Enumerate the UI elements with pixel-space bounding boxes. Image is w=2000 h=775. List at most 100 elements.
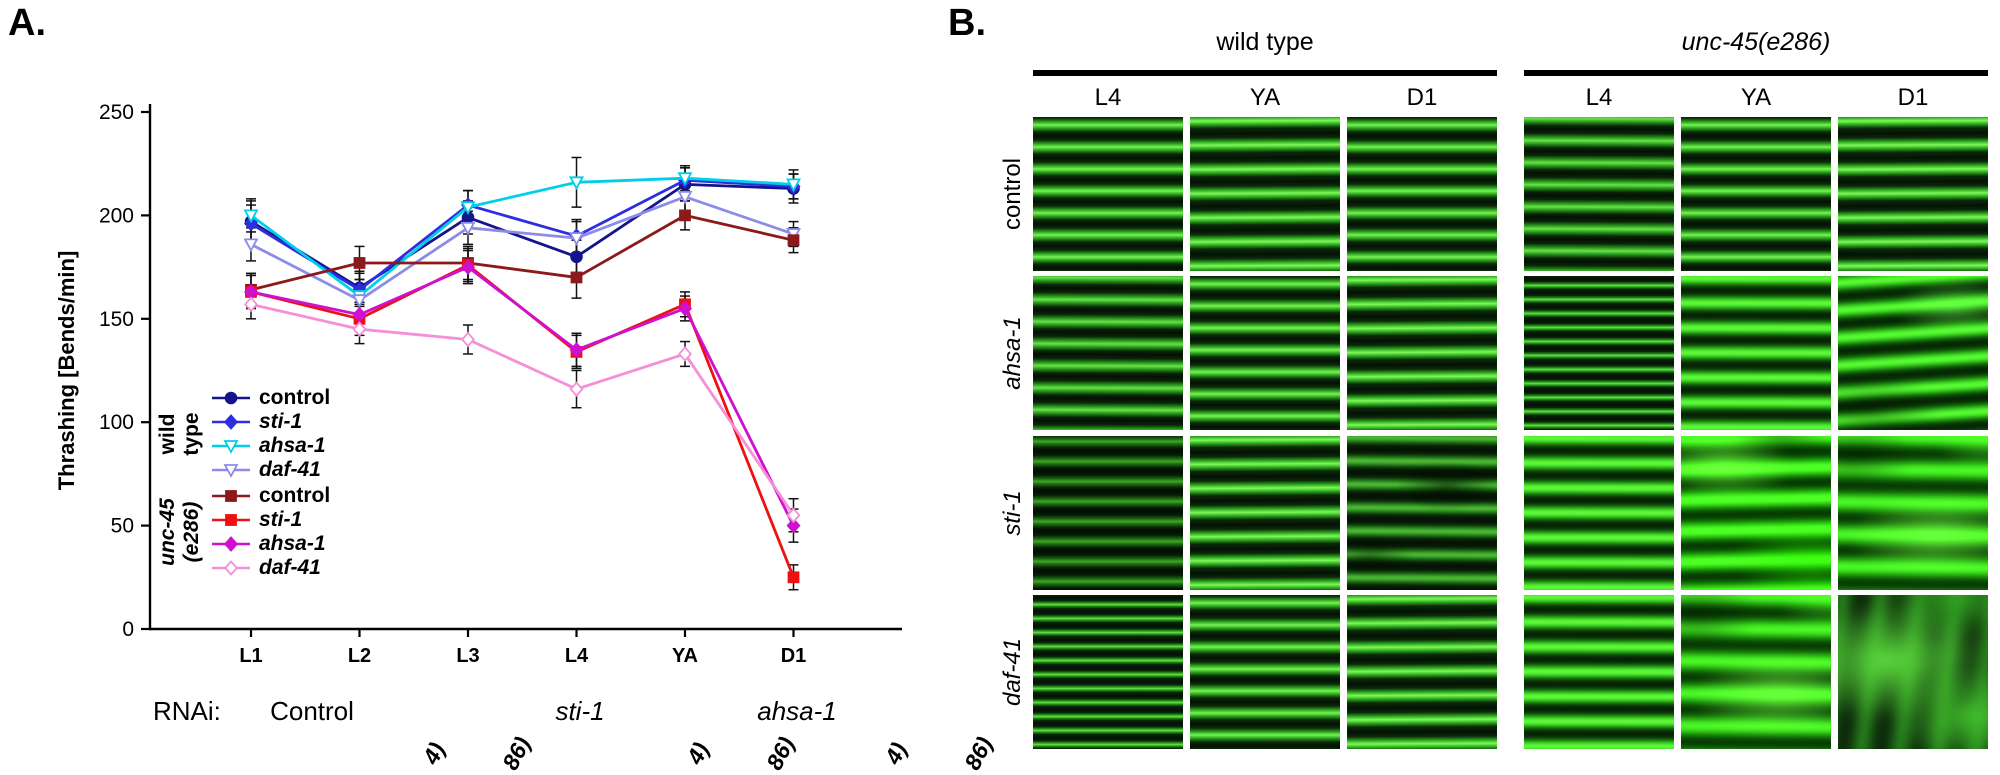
svg-text:50: 50 — [111, 515, 134, 538]
micrograph-daf-41-wt-L4 — [1033, 595, 1183, 749]
micrograph-texture — [1347, 276, 1497, 430]
micrograph-daf-41-unc45-D1 — [1838, 595, 1988, 749]
legend-item: ahsa-1 — [210, 434, 330, 458]
legend-marker-icon — [212, 514, 250, 526]
micrograph-texture — [1347, 595, 1497, 749]
rnai-group-sti1: sti-1 — [555, 696, 605, 726]
legend-marker-icon — [212, 560, 250, 576]
legend-item: control — [210, 386, 330, 410]
svg-text:L4: L4 — [565, 645, 589, 667]
micrograph-ahsa-1-wt-YA — [1190, 276, 1340, 430]
legend-item-label: daf-41 — [259, 556, 321, 579]
svg-text:L2: L2 — [348, 645, 371, 667]
column-group-label: unc-45(e286) — [1681, 28, 1831, 56]
micrograph-texture — [1190, 595, 1340, 749]
legend-item-label: sti-1 — [259, 410, 303, 433]
micrograph-ahsa-1-unc45-L4 — [1524, 276, 1674, 430]
legend-item: ahsa-1 — [210, 532, 330, 556]
legend-marker-icon — [212, 414, 250, 430]
svg-text:150: 150 — [99, 308, 134, 331]
micrograph-daf-41-wt-D1 — [1347, 595, 1497, 749]
micrograph-texture — [1681, 595, 1831, 749]
svg-text:YA: YA — [672, 645, 698, 667]
micrograph-control-wt-YA — [1190, 117, 1340, 271]
group-underline — [1524, 70, 1988, 76]
legend-item: daf-41 — [210, 556, 330, 580]
micrograph-control-wt-L4 — [1033, 117, 1183, 271]
legend-item: control — [210, 484, 330, 508]
micrograph-daf-41-unc45-YA — [1681, 595, 1831, 749]
svg-text:0: 0 — [122, 618, 134, 641]
row-label: daf-41 — [999, 637, 1026, 707]
svg-text:200: 200 — [99, 204, 134, 227]
legend-item-label: control — [259, 484, 331, 507]
micrograph-texture — [1347, 436, 1497, 590]
group-underline — [1033, 70, 1497, 76]
micrograph-texture — [1681, 117, 1831, 271]
micrograph-ahsa-1-wt-D1 — [1347, 276, 1497, 430]
micrograph-texture — [1838, 117, 1988, 271]
rnai-group-ahsa1: ahsa-1 — [757, 696, 837, 726]
micrograph-texture — [1838, 436, 1988, 590]
micrograph-daf-41-wt-YA — [1190, 595, 1340, 749]
micrograph-sti-1-unc45-D1 — [1838, 436, 1988, 590]
micrograph-texture — [1033, 276, 1183, 430]
micrograph-texture — [1681, 436, 1831, 590]
legend-item-label: daf-41 — [259, 458, 321, 481]
micrograph-control-unc45-YA — [1681, 117, 1831, 271]
svg-text:D1: D1 — [781, 645, 807, 667]
micrograph-texture — [1524, 595, 1674, 749]
legend-item: sti-1 — [210, 410, 330, 434]
column-group-label: wild type — [1216, 28, 1314, 56]
stage-header: L4 — [1094, 84, 1122, 111]
legend-marker-icon — [212, 440, 250, 454]
rnai-label: RNAi: — [153, 696, 221, 726]
legend-marker-icon — [212, 464, 250, 478]
row-label: ahsa-1 — [999, 316, 1026, 390]
stage-header: D1 — [1406, 84, 1438, 111]
legend-item: daf-41 — [210, 458, 330, 482]
legend-marker-icon — [212, 536, 250, 552]
svg-text:100: 100 — [99, 411, 134, 434]
micrograph-texture — [1524, 276, 1674, 430]
micrograph-texture — [1033, 117, 1183, 271]
micrograph-sti-1-wt-D1 — [1347, 436, 1497, 590]
legend-item-label: ahsa-1 — [259, 434, 326, 457]
micrograph-control-wt-D1 — [1347, 117, 1497, 271]
micrograph-texture — [1838, 276, 1988, 430]
micrograph-daf-41-unc45-L4 — [1524, 595, 1674, 749]
legend-item-label: ahsa-1 — [259, 532, 326, 555]
micrograph-texture — [1190, 436, 1340, 590]
stage-header: YA — [1740, 84, 1772, 111]
row-label: control — [999, 157, 1026, 231]
micrograph-texture — [1190, 276, 1340, 430]
stage-header: YA — [1249, 84, 1281, 111]
svg-text:L3: L3 — [456, 645, 479, 667]
micrograph-control-unc45-D1 — [1838, 117, 1988, 271]
thrashing-line-chart: 0 50 100 150 200 250 L1 L2 L3 L4 YA D1 Thrashing [Be… — [54, 101, 902, 667]
rnai-group-control: Control — [270, 696, 354, 726]
svg-text:Thrashing [Bends/min]: Thrashing [Bends/min] — [54, 251, 79, 491]
legend-item: sti-1 — [210, 508, 330, 532]
legend-group: control sti-1 ahsa-1 daf-41 — [210, 386, 330, 482]
micrograph-sti-1-unc45-L4 — [1524, 436, 1674, 590]
micrograph-texture — [1838, 595, 1988, 749]
stage-header: L4 — [1585, 84, 1613, 111]
micrograph-texture — [1033, 436, 1183, 590]
legend-group: control sti-1 ahsa-1 daf-41 — [210, 484, 330, 580]
micrograph-ahsa-1-unc45-D1 — [1838, 276, 1988, 430]
micrograph-texture — [1524, 117, 1674, 271]
micrograph-ahsa-1-wt-L4 — [1033, 276, 1183, 430]
panel-a-label: A. — [8, 2, 46, 44]
micrograph-sti-1-wt-L4 — [1033, 436, 1183, 590]
stage-header: D1 — [1897, 84, 1929, 111]
svg-text:250: 250 — [99, 101, 134, 124]
row-label: sti-1 — [999, 490, 1026, 536]
micrograph-ahsa-1-unc45-YA — [1681, 276, 1831, 430]
micrograph-sti-1-unc45-YA — [1681, 436, 1831, 590]
legend-item-label: sti-1 — [259, 508, 303, 531]
micrograph-texture — [1033, 595, 1183, 749]
micrograph-texture — [1681, 276, 1831, 430]
